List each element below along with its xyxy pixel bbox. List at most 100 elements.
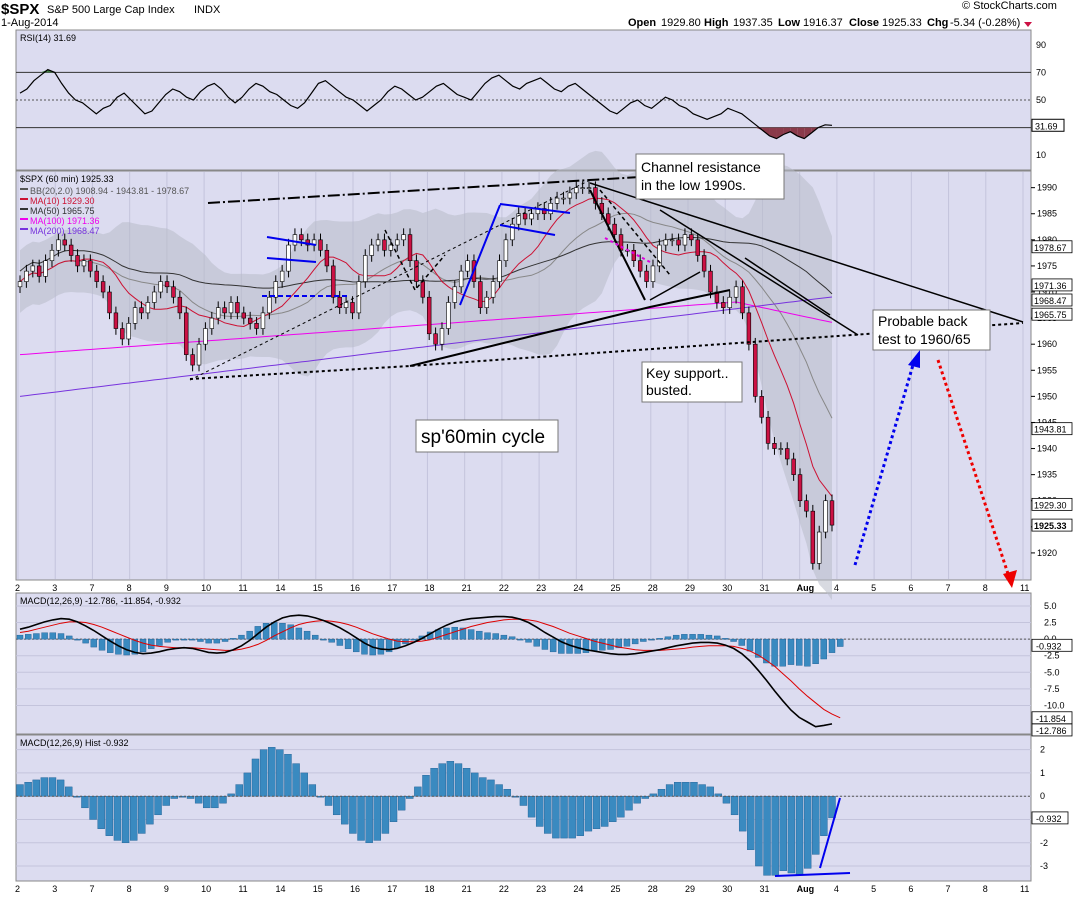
hist-x-tick-label: 22: [499, 884, 509, 894]
zigzag-dashed: [384, 229, 446, 292]
hist-bar: [730, 795, 739, 816]
candle: [145, 302, 151, 314]
macd-hist-bar: [57, 633, 65, 640]
macd-hist-bar: [320, 638, 327, 641]
legend-entry: MA(10) 1929.30: [30, 196, 95, 206]
red-arrow-head-icon: [1003, 570, 1017, 588]
candle: [49, 249, 55, 262]
price-x-tick-label: 16: [350, 583, 360, 593]
hist-x-tick-label: 29: [685, 884, 695, 894]
open-label: Open: [628, 17, 656, 29]
macd-hist-bar: [377, 638, 385, 655]
rsi-title: RSI(14) 31.69: [20, 33, 76, 43]
hist-bar: [714, 793, 723, 797]
price-tick-label: 1940: [1037, 444, 1057, 454]
hist-bar: [690, 782, 698, 797]
macd-hist-bar: [131, 638, 139, 655]
macd-hist-bar: [344, 638, 352, 649]
bb-mid-line: [19, 212, 833, 419]
macd-tick-label: 5.0: [1044, 601, 1057, 611]
candle: [561, 197, 566, 200]
candle: [810, 510, 816, 564]
macd-hist-bar: [312, 634, 319, 640]
macd-panel: [15, 592, 1032, 735]
candle: [94, 270, 99, 282]
candle: [433, 333, 438, 345]
hist-bar: [698, 784, 706, 797]
candle: [177, 296, 183, 314]
hist-bar: [186, 795, 195, 799]
price-x-tick-label: 7: [946, 583, 951, 593]
hist-bar: [357, 795, 365, 841]
candle: [388, 244, 394, 251]
candle: [203, 328, 208, 345]
macd-hist-bar: [730, 638, 737, 642]
hist-x-tick-label: 8: [983, 884, 988, 894]
macd-hist-bar: [279, 623, 286, 640]
legend-swatch: [20, 228, 28, 230]
candle: [804, 500, 809, 512]
macd-hist-bar: [820, 638, 827, 660]
macd-hist-bar: [197, 638, 204, 642]
descending-line-1: [659, 209, 859, 336]
macd-hist-bar: [705, 634, 713, 640]
hist-bar: [609, 795, 617, 823]
macd-tick-label: 2.5: [1044, 618, 1057, 628]
macd-hist-bar: [16, 634, 24, 640]
candle: [375, 239, 381, 246]
hist-bar: [479, 777, 487, 797]
hist-bar: [146, 795, 154, 825]
candle: [241, 312, 246, 319]
candle: [791, 458, 796, 475]
candle: [75, 255, 80, 267]
hist-divergence-line: [819, 797, 841, 869]
macd-hist-bar: [828, 638, 836, 653]
candle: [279, 270, 285, 282]
price-tick-label: 1975: [1037, 261, 1057, 271]
hist-x-tick-label: 6: [908, 884, 913, 894]
price-x-tick-label: 2: [15, 583, 20, 593]
candle: [209, 317, 215, 329]
hist-tick-label: 1: [1040, 768, 1045, 778]
annotation-support-line1: Key support..: [646, 365, 729, 381]
hist-x-tick-label: 11: [238, 884, 247, 894]
hist-bar: [544, 795, 552, 834]
candle: [689, 234, 694, 241]
macd-hist-bar: [205, 638, 212, 644]
hist-bar: [16, 784, 24, 797]
macd-hist-bar: [49, 632, 57, 640]
hist-bar: [414, 786, 422, 797]
macd-hist-bar: [41, 632, 48, 640]
rsi-line: [19, 68, 833, 140]
candle: [606, 213, 611, 225]
annotation-cycle: sp'60min cycle: [415, 419, 559, 453]
hist-x-tick-label: 23: [536, 884, 546, 894]
annotation-channel-line1: Channel resistance: [641, 159, 761, 175]
hist-bar: [560, 795, 568, 839]
hist-x-tick-label: 30: [722, 884, 732, 894]
macd-hist-bar: [66, 635, 73, 640]
macd-hist-bar: [164, 638, 171, 643]
close-value: 1925.33: [882, 17, 922, 29]
macd-hist-bar: [722, 638, 729, 640]
hist-bar: [389, 795, 398, 823]
annotation-support-line2: busted.: [646, 382, 692, 398]
macd-tick-label: -10.0: [1044, 700, 1065, 710]
macd-hist-bar: [681, 634, 688, 640]
candle: [669, 239, 675, 242]
price-x-tick-label: 8: [127, 583, 132, 593]
hist-bar: [820, 795, 828, 836]
candle: [100, 281, 106, 293]
exchange: INDX: [194, 4, 221, 16]
candle: [190, 354, 195, 366]
price-x-tick-label: 24: [573, 583, 583, 593]
rsi-tick-label: 10: [1036, 150, 1046, 160]
price-tag-label: 1929.30: [1034, 500, 1067, 510]
candle: [36, 265, 42, 277]
hist-bar: [194, 795, 203, 804]
candle: [62, 239, 67, 246]
price-tag-label: 1925.33: [1034, 521, 1067, 531]
candle: [369, 244, 374, 256]
macd-line: [19, 614, 833, 728]
macd-signal-line: [19, 618, 841, 719]
